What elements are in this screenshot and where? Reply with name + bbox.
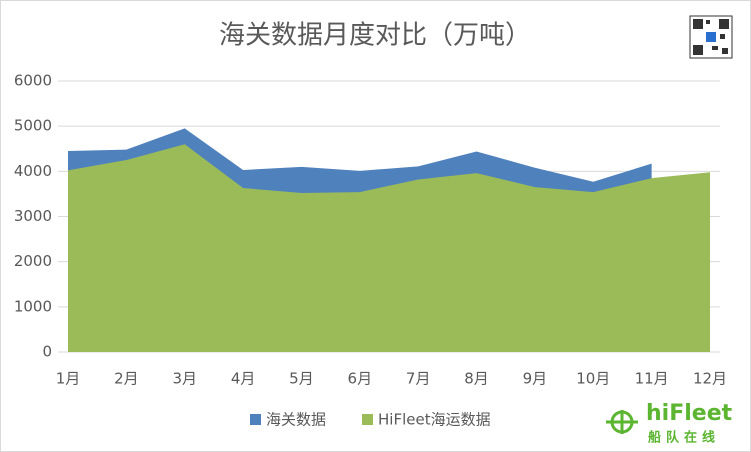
y-tick-label: 5000: [14, 117, 52, 135]
x-tick-label: 12月: [693, 370, 727, 388]
legend-label: HiFleet海运数据: [378, 411, 491, 429]
qr-code: [689, 15, 733, 59]
x-tick-label: 11月: [635, 370, 669, 388]
x-tick-label: 2月: [114, 370, 139, 388]
chart-title: 海关数据月度对比（万吨）: [219, 21, 531, 51]
legend-swatch: [250, 414, 261, 425]
x-tick-label: 1月: [56, 370, 81, 388]
y-tick-label: 3000: [14, 207, 52, 225]
y-tick-label: 4000: [14, 162, 52, 180]
legend-swatch: [362, 414, 373, 425]
y-tick-label: 2000: [14, 252, 52, 270]
y-tick-label: 1000: [14, 297, 52, 315]
x-tick-label: 9月: [523, 370, 548, 388]
x-tick-label: 8月: [464, 370, 489, 388]
logo: hiFleet 船队在线: [606, 401, 733, 446]
x-tick-label: 4月: [231, 370, 256, 388]
x-tick-label: 3月: [172, 370, 197, 388]
logo-name: hiFleet: [646, 401, 733, 426]
x-tick-label: 5月: [289, 370, 314, 388]
x-tick-label: 6月: [348, 370, 373, 388]
logo-tagline: 船队在线: [648, 430, 720, 446]
x-tick-label: 10月: [576, 370, 610, 388]
y-tick-label: 0: [42, 343, 52, 361]
y-tick-label: 6000: [14, 72, 52, 90]
x-tick-label: 7月: [406, 370, 431, 388]
legend-label: 海关数据: [266, 411, 326, 429]
area: [68, 144, 710, 352]
